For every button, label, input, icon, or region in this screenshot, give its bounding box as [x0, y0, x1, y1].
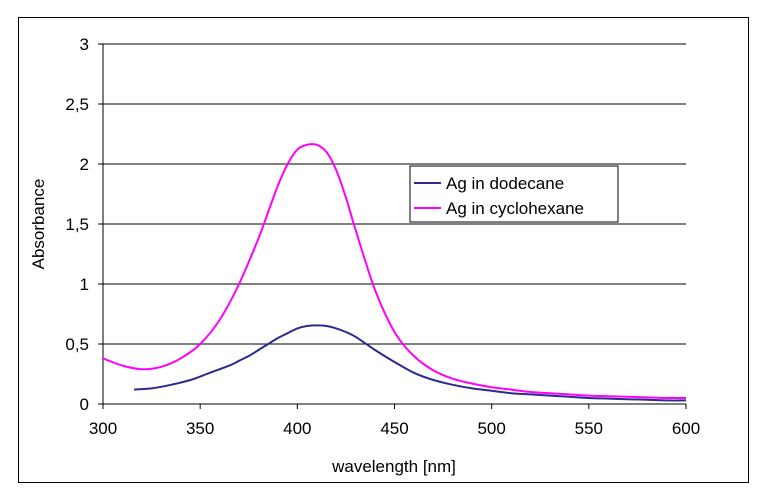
y-axis-title: Absorbance [29, 179, 48, 270]
x-tick-label: 350 [186, 419, 214, 438]
x-axis-ticks: 300 350 400 450 500 550 600 [89, 404, 700, 438]
y-tick-label: 1,5 [65, 215, 89, 234]
x-tick-label: 300 [89, 419, 117, 438]
y-tick-label: 3 [80, 35, 89, 54]
chart-frame [18, 17, 749, 483]
x-tick-label: 600 [672, 419, 700, 438]
x-tick-label: 500 [477, 419, 505, 438]
series-line-cyclohexane [102, 143, 687, 400]
legend-label-cyclohexane: Ag in cyclohexane [446, 199, 584, 218]
y-axis-ticks: 0 0,5 1 1,5 2 2,5 3 [65, 35, 103, 414]
legend-label-dodecane: Ag in dodecane [446, 174, 564, 193]
series-line-dodecane [134, 324, 687, 402]
x-axis-title: wavelength [nm] [331, 457, 456, 476]
x-tick-label: 550 [575, 419, 603, 438]
x-tick-label: 450 [380, 419, 408, 438]
y-tick-label: 0,5 [65, 335, 89, 354]
legend-box [409, 165, 619, 223]
series-lines [102, 143, 687, 402]
y-tick-label: 2 [80, 155, 89, 174]
y-tick-label: 1 [80, 275, 89, 294]
legend: Ag in dodecane Ag in cyclohexane [409, 165, 619, 223]
x-tick-label: 400 [283, 419, 311, 438]
y-tick-label: 2,5 [65, 95, 89, 114]
y-tick-label: 0 [80, 395, 89, 414]
